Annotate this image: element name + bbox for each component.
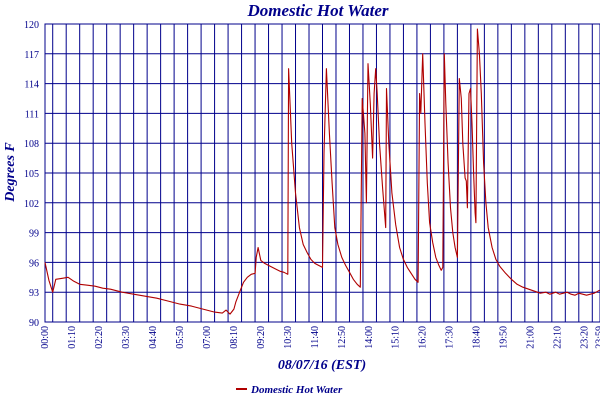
x-tick-label: 21:00 (526, 326, 537, 349)
legend: Domestic Hot Water (236, 384, 343, 396)
y-tick-label: 99 (29, 229, 39, 240)
x-tick-label: 22:10 (553, 326, 564, 349)
legend-label: Domestic Hot Water (250, 384, 343, 396)
x-ticks: 00:00 01:10 02:20 03:30 04:40 05:50 07:00 08:10… (40, 326, 600, 349)
y-tick-label: 120 (24, 20, 39, 31)
y-axis-label: Degrees F (3, 142, 18, 203)
grid (44, 23, 600, 323)
x-tick-label: 16:20 (418, 326, 429, 349)
x-tick-label: 05:50 (175, 326, 186, 349)
y-tick-label: 102 (24, 199, 39, 210)
chart-title: Domestic Hot Water (246, 1, 388, 20)
x-tick-label: 17:30 (445, 326, 456, 349)
x-tick-label: 19:50 (499, 326, 510, 349)
x-tick-label: 04:40 (148, 326, 159, 349)
y-tick-label: 105 (24, 169, 39, 180)
series-line-domestic-hot-water (44, 28, 600, 315)
x-tick-label: 23:20 (580, 326, 591, 349)
x-tick-label: 23:59 (595, 326, 600, 349)
x-tick-label: 18:40 (472, 326, 483, 349)
y-tick-label: 114 (24, 80, 39, 91)
x-tick-label: 08:10 (229, 326, 240, 349)
series-layer (44, 28, 600, 315)
x-tick-label: 07:00 (202, 326, 213, 349)
x-axis-label: 08/07/16 (EST) (278, 358, 366, 373)
x-tick-label: 03:30 (121, 326, 132, 349)
y-ticks: 90 93 96 99 102 105 108 111 114 117 120 (24, 20, 39, 329)
x-tick-label: 14:00 (364, 326, 375, 349)
y-tick-label: 93 (29, 288, 39, 299)
y-tick-label: 108 (24, 139, 39, 150)
x-tick-label: 01:10 (67, 326, 78, 349)
y-tick-label: 117 (24, 50, 39, 61)
x-tick-label: 09:20 (256, 326, 267, 349)
y-tick-label: 90 (29, 318, 39, 329)
x-tick-label: 10:30 (283, 326, 294, 349)
x-tick-label: 12:50 (337, 326, 348, 349)
x-tick-label: 02:20 (94, 326, 105, 349)
x-tick-label: 00:00 (40, 326, 51, 349)
y-tick-label: 96 (29, 258, 39, 269)
x-tick-label: 11:40 (310, 326, 321, 348)
x-tick-label: 15:10 (391, 326, 402, 349)
y-tick-label: 111 (25, 109, 39, 120)
